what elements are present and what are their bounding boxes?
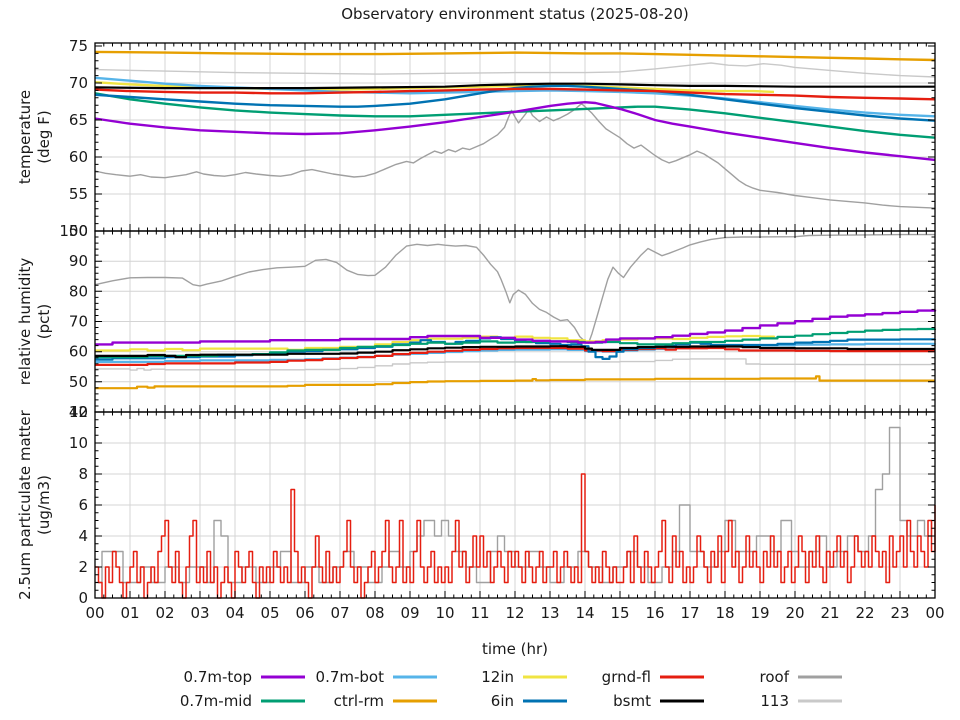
series-humidity-roof xyxy=(94,233,935,344)
x-tick-label: 09 xyxy=(400,604,419,622)
x-tick-label: 16 xyxy=(645,604,664,622)
x-tick-label: 06 xyxy=(295,604,314,622)
x-tick-label: 15 xyxy=(610,604,629,622)
y-axis-label-particulate: 2.5um particulate matter xyxy=(16,409,34,599)
x-tick-label: 04 xyxy=(225,604,244,622)
x-tick-label: 23 xyxy=(890,604,909,622)
y-tick-label: 100 xyxy=(59,222,88,240)
y-tick-label: 55 xyxy=(69,185,88,203)
x-tick-label: 22 xyxy=(855,604,874,622)
x-tick-label: 18 xyxy=(715,604,734,622)
x-axis-label: time (hr) xyxy=(482,640,548,658)
y-tick-label: 60 xyxy=(69,343,88,361)
series-particulate-grnd-fl xyxy=(95,473,936,599)
legend-label-bsmt: bsmt xyxy=(613,692,651,710)
y-tick-label: 70 xyxy=(69,313,88,331)
grid-humidity xyxy=(95,231,935,412)
x-tick-label: 10 xyxy=(435,604,454,622)
legend-label-roof: roof xyxy=(760,668,790,686)
series-temperature-0.7m-mid xyxy=(94,92,936,139)
series-humidity-bsmt xyxy=(95,345,935,359)
y-tick-label: 12 xyxy=(69,403,88,421)
legend-label-6in: 6in xyxy=(491,692,514,710)
x-tick-label: 21 xyxy=(820,604,839,622)
y-tick-label: 0 xyxy=(78,589,88,607)
series-temperature-bsmt xyxy=(94,82,935,90)
x-tick-label: 13 xyxy=(540,604,559,622)
y-tick-label: 10 xyxy=(69,434,88,452)
legend-label-113: 113 xyxy=(760,692,789,710)
y-tick-label: 60 xyxy=(69,148,88,166)
y-axis-label-humidity: relative humidity xyxy=(16,258,34,386)
series-temperature-0.7m-top xyxy=(94,101,936,162)
ticks-humidity xyxy=(94,230,936,413)
y-axis-label-particulate: (ug/m3) xyxy=(35,475,53,535)
series-temperature-ctrl-rm xyxy=(94,50,936,62)
chart-title: Observatory environment status (2025-08-… xyxy=(341,5,689,23)
legend-label-grnd-fl: grnd-fl xyxy=(602,668,651,686)
legend-label-0.7m-mid: 0.7m-mid xyxy=(180,692,252,710)
y-tick-label: 50 xyxy=(69,373,88,391)
y-tick-label: 90 xyxy=(69,252,88,270)
x-tick-label: 03 xyxy=(190,604,209,622)
y-tick-label: 75 xyxy=(69,37,88,55)
x-tick-label: 11 xyxy=(470,604,489,622)
series-temperature-113 xyxy=(94,62,936,78)
ticks-temperature xyxy=(94,43,936,232)
x-tick-label: 20 xyxy=(785,604,804,622)
y-tick-label: 40 xyxy=(69,403,88,421)
series-humidity-113 xyxy=(95,358,935,371)
x-tick-label: 07 xyxy=(330,604,349,622)
series-humidity-grnd-fl xyxy=(95,346,935,366)
series-temperature-grnd-fl xyxy=(94,87,936,101)
legend-label-12in: 12in xyxy=(481,668,514,686)
x-tick-label: 19 xyxy=(750,604,769,622)
legend-label-0.7m-top: 0.7m-top xyxy=(184,668,252,686)
y-tick-label: 80 xyxy=(69,282,88,300)
x-tick-label: 02 xyxy=(155,604,174,622)
y-tick-label: 2 xyxy=(78,558,88,576)
x-tick-label: 14 xyxy=(575,604,594,622)
y-axis-label-temperature: temperature xyxy=(16,90,34,184)
x-tick-label: 05 xyxy=(260,604,279,622)
y-tick-label: 65 xyxy=(69,111,88,129)
x-tick-label: 00 xyxy=(85,604,104,622)
x-tick-label: 01 xyxy=(120,604,139,622)
y-axis-label-temperature: (deg F) xyxy=(35,110,53,163)
x-tick-label: 17 xyxy=(680,604,699,622)
legend-label-0.7m-bot: 0.7m-bot xyxy=(316,668,385,686)
y-tick-label: 6 xyxy=(78,496,88,514)
grid-particulate xyxy=(95,412,935,598)
legend-label-ctrl-rm: ctrl-rm xyxy=(334,692,384,710)
x-tick-label: 00 xyxy=(925,604,944,622)
x-tick-label: 12 xyxy=(505,604,524,622)
grid-temperature xyxy=(95,43,935,231)
y-tick-label: 8 xyxy=(78,465,88,483)
y-tick-label: 70 xyxy=(69,74,88,92)
series-humidity-0.7m-top xyxy=(95,309,937,346)
y-tick-label: 50 xyxy=(69,222,88,240)
y-axis-label-humidity: (pct) xyxy=(35,304,53,339)
x-tick-label: 08 xyxy=(365,604,384,622)
series-humidity-ctrl-rm xyxy=(95,375,935,390)
y-tick-label: 4 xyxy=(78,527,88,545)
ticks-particulate xyxy=(94,411,936,599)
series-temperature-roof xyxy=(94,103,936,209)
